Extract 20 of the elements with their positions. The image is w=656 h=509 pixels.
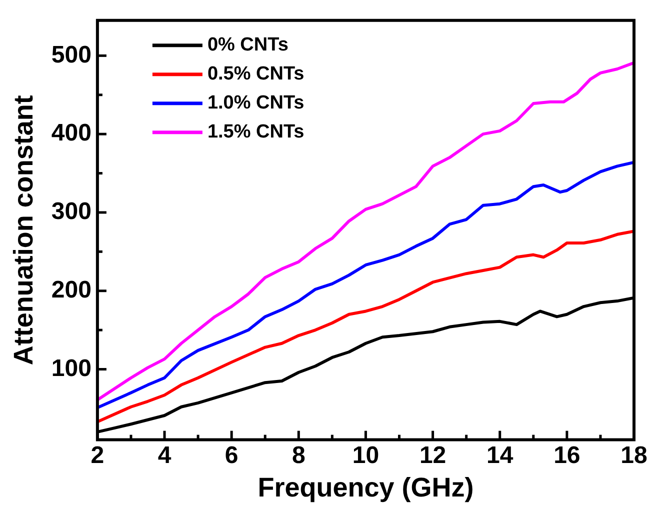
x-tick-label: 8 <box>292 442 306 469</box>
x-tick-label: 16 <box>554 442 580 469</box>
x-tick-label: 18 <box>620 442 648 469</box>
legend-label: 1.5% CNTs <box>207 122 304 143</box>
x-tick-label: 2 <box>90 442 104 469</box>
x-tick-label: 12 <box>419 442 446 469</box>
y-tick-label: 100 <box>51 354 92 382</box>
x-tick-label: 4 <box>158 442 172 469</box>
y-axis-title: Attenuation constant <box>8 95 39 366</box>
y-tick-label: 300 <box>51 198 92 226</box>
x-tick-label: 10 <box>352 442 380 469</box>
x-axis-title: Frequency (GHz) <box>258 472 474 502</box>
legend-label: 1.0% CNTs <box>207 92 304 114</box>
x-tick-label: 14 <box>486 442 514 469</box>
y-tick-label: 200 <box>51 276 92 304</box>
y-tick-label: 400 <box>51 120 92 147</box>
y-tick-label: 500 <box>51 41 92 68</box>
x-tick-label: 6 <box>224 442 238 469</box>
legend-label: 0% CNTs <box>207 34 288 56</box>
legend-label: 0.5% CNTs <box>207 64 304 85</box>
